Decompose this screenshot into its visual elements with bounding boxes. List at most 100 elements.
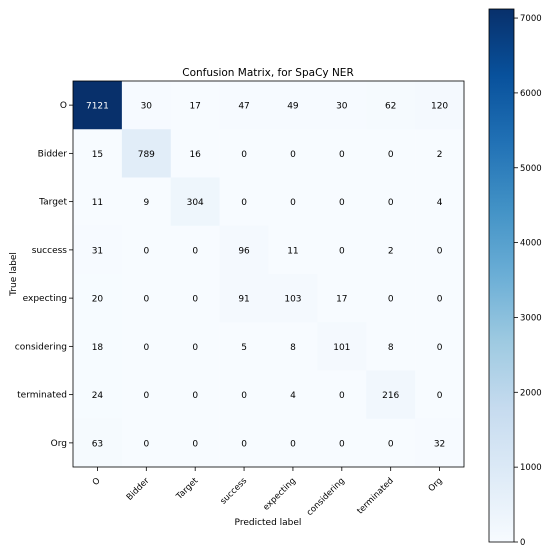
x-tick-label: O [91, 476, 103, 488]
cell-value-label: 0 [437, 391, 443, 401]
y-tick-label: O [60, 101, 67, 111]
cell-value-label: 30 [336, 102, 348, 112]
colorbar-tick-label: 3000 [520, 313, 542, 323]
cell-value-label: 0 [192, 391, 198, 401]
heatmap-cell [121, 129, 172, 178]
cell-value-label: 0 [388, 198, 394, 208]
heatmap-cell [73, 274, 123, 323]
heatmap-cell [170, 81, 220, 130]
colorbar-tick-label: 0 [520, 538, 525, 548]
heatmap-cell [366, 274, 416, 323]
y-tick-label: success [32, 246, 68, 256]
cell-value-label: 103 [284, 295, 301, 305]
cell-value-label: 0 [192, 439, 198, 449]
heatmap-cell [366, 418, 416, 468]
heatmap-cell [219, 274, 269, 323]
heatmap-cell [73, 129, 123, 178]
heatmap-cell [73, 81, 123, 130]
heatmap-cell [415, 274, 465, 323]
cell-value-label: 0 [192, 343, 198, 353]
cell-value-label: 789 [138, 150, 155, 160]
heatmap-cell [317, 81, 367, 130]
cell-value-label: 0 [241, 391, 247, 401]
colorbar-tick-label: 1000 [520, 463, 542, 473]
colorbar-tick-label: 2000 [520, 388, 542, 398]
cell-value-label: 24 [92, 391, 104, 401]
heatmap-cell [317, 418, 367, 468]
cell-value-label: 0 [339, 246, 345, 256]
heatmap-cell [317, 177, 367, 227]
cell-value-label: 9 [143, 198, 149, 208]
cell-value-label: 62 [385, 102, 396, 112]
cell-value-label: 11 [92, 198, 103, 208]
heatmap-cell [73, 225, 123, 275]
cell-value-label: 8 [388, 343, 394, 353]
heatmap-cell [219, 225, 269, 275]
plot-frame [72, 80, 465, 468]
cell-value-label: 0 [437, 295, 443, 305]
cell-value-label: 32 [434, 439, 445, 449]
y-tick-label: Org [51, 439, 67, 449]
cell-value-label: 0 [437, 246, 443, 256]
chart-title: Confusion Matrix, for SpaCy NER [182, 67, 354, 79]
cell-value-label: 0 [143, 439, 149, 449]
heatmap-cell [121, 81, 172, 130]
cell-value-label: 8 [290, 343, 296, 353]
heatmap-cell [415, 225, 465, 275]
heatmap-cell [268, 418, 318, 468]
cell-value-label: 11 [287, 246, 298, 256]
cell-value-label: 0 [388, 295, 394, 305]
colorbar [488, 8, 515, 543]
heatmap-cell [268, 81, 318, 130]
heatmap-cell [121, 322, 172, 371]
cell-value-label: 17 [189, 102, 200, 112]
heatmap-cell [415, 418, 465, 468]
cell-value-label: 0 [143, 343, 149, 353]
heatmap-cell [170, 129, 220, 178]
heatmap-cell [366, 370, 416, 420]
heatmap-cell [219, 370, 269, 420]
cell-value-label: 30 [141, 102, 153, 112]
cell-value-label: 216 [382, 391, 399, 401]
heatmap-cell [366, 81, 416, 130]
cell-value-label: 0 [290, 439, 296, 449]
cell-value-labels: 7121 30 17 47 49 30 62 120 15 789 16 0 0 0 0 2 11 9 304 0 0 0… [86, 102, 448, 450]
cell-value-label: 0 [339, 150, 345, 160]
heatmap-cell [170, 322, 220, 371]
colorbar-tick-label: 5000 [520, 164, 542, 174]
y-axis-ticks: O Bidder Target success expecting considering… [15, 101, 73, 449]
heatmap-cell [219, 129, 269, 178]
y-tick-label: terminated [17, 391, 67, 401]
heatmap-cell [415, 129, 465, 178]
x-axis-label: Predicted label [235, 518, 302, 528]
heatmap-cell [121, 274, 172, 323]
cell-value-label: 0 [388, 439, 394, 449]
colorbar-tick-label: 6000 [520, 89, 542, 99]
heatmap-cell [317, 225, 367, 275]
heatmap-cell [170, 370, 220, 420]
heatmap-cell [121, 370, 172, 420]
heatmap-cell [268, 274, 318, 323]
cell-value-label: 0 [339, 198, 345, 208]
heatmap-cell [317, 129, 367, 178]
y-tick-label: expecting [23, 294, 67, 304]
cell-value-label: 0 [437, 343, 443, 353]
cell-value-label: 0 [339, 439, 345, 449]
cell-value-label: 0 [290, 150, 296, 160]
heatmap-cell [366, 225, 416, 275]
cell-value-label: 2 [437, 150, 443, 160]
heatmap-cell [415, 177, 465, 227]
heatmap-cell [219, 81, 269, 130]
heatmap-cell [366, 177, 416, 227]
colorbar-tick-label: 4000 [520, 239, 542, 249]
heatmap-cell [268, 225, 318, 275]
cell-value-label: 0 [241, 439, 247, 449]
heatmap-cell [219, 177, 269, 227]
cell-value-label: 47 [238, 102, 249, 112]
cell-value-label: 0 [290, 198, 296, 208]
cell-value-label: 91 [238, 295, 249, 305]
heatmap-cell [170, 225, 220, 275]
cell-value-label: 2 [388, 246, 394, 256]
heatmap-cell [170, 274, 220, 323]
